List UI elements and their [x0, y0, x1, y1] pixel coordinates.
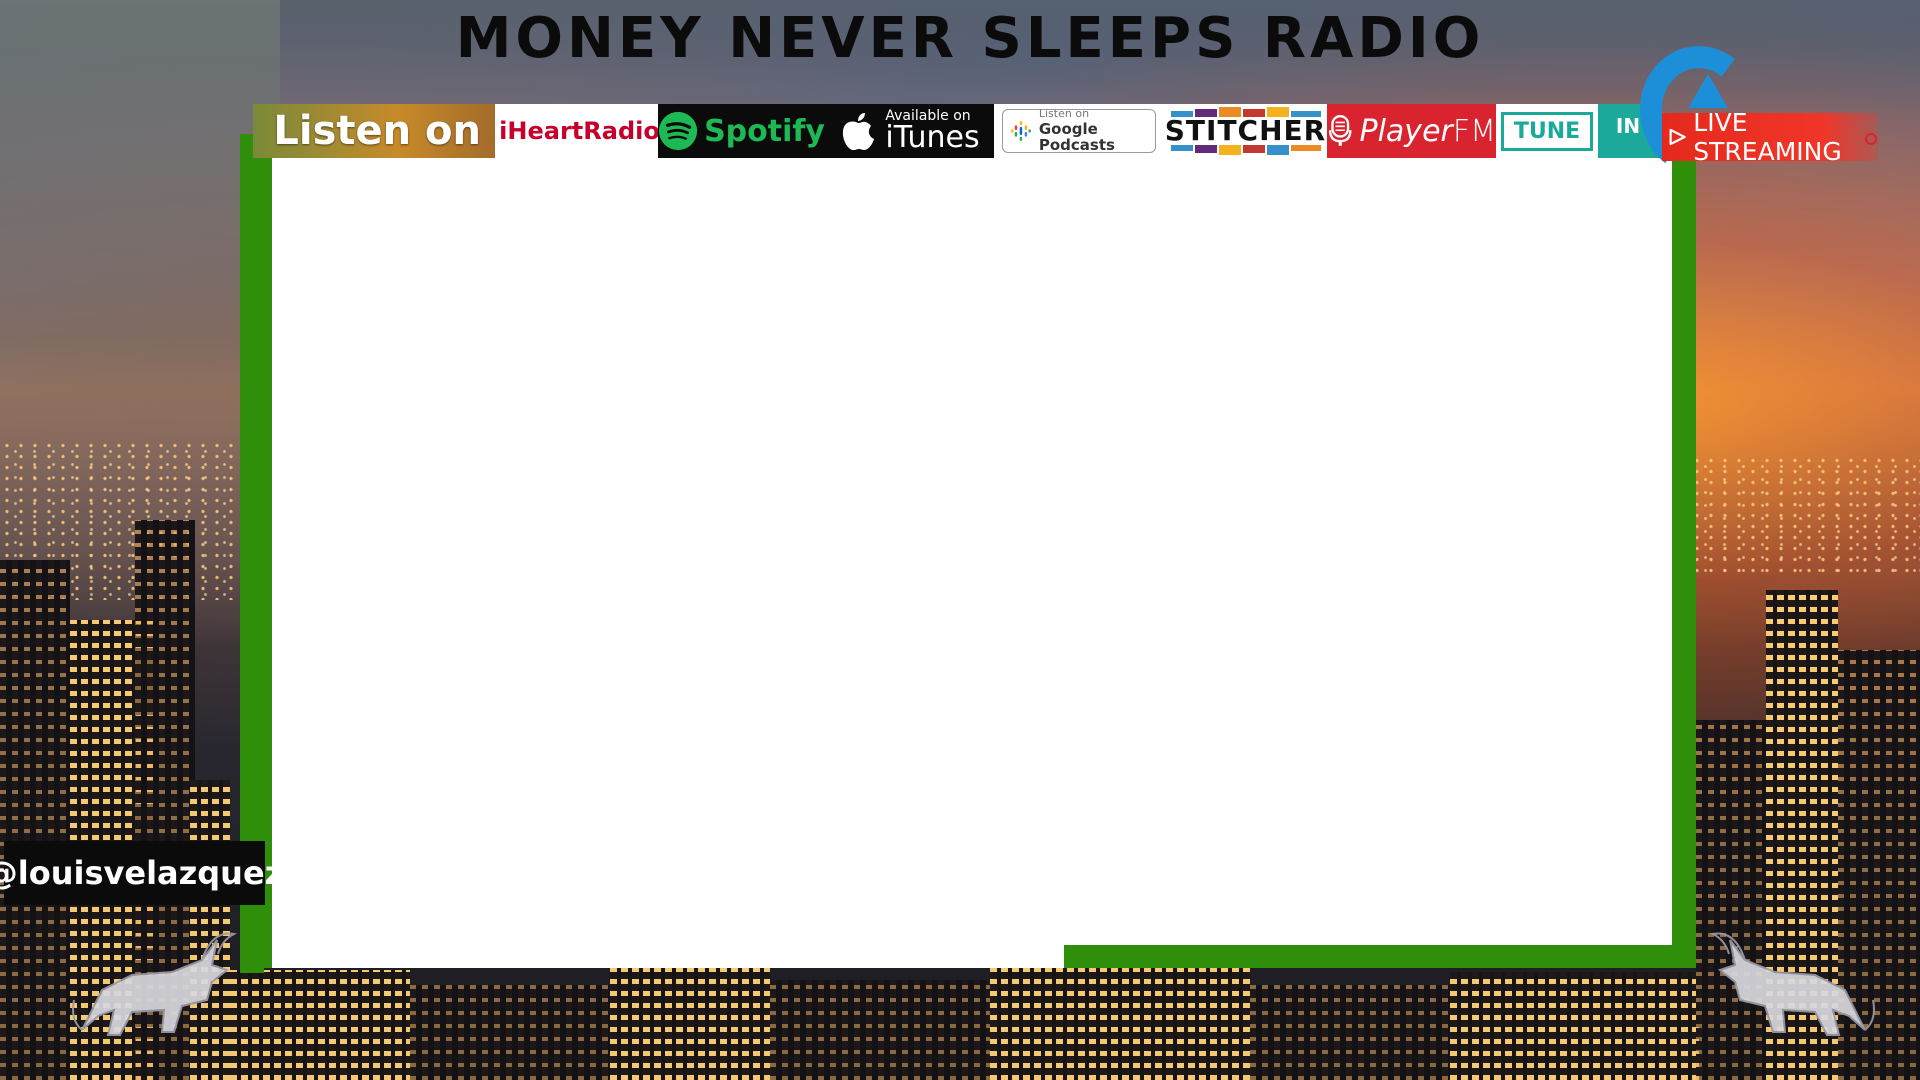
page-title: MONEY NEVER SLEEPS RADIO — [455, 6, 1485, 71]
itunes-caption: Available on — [885, 108, 971, 124]
platform-name-suffix: FM — [1452, 113, 1496, 149]
live-streaming-label: LIVE STREAMING — [1693, 108, 1842, 166]
google-podcasts-icon — [1011, 121, 1031, 141]
platform-tunein-suffix[interactable]: IN — [1598, 104, 1658, 158]
platform-name: iTunes — [885, 120, 980, 155]
bull-emblem-icon — [1709, 932, 1875, 1036]
platform-name: Google Podcasts — [1038, 119, 1115, 155]
building — [1696, 720, 1766, 1080]
building — [1250, 985, 1450, 1080]
platform-itunes[interactable]: Available on iTunes — [825, 104, 994, 158]
listen-on-label: Listen on — [253, 104, 495, 158]
spotify-icon — [658, 111, 698, 151]
building — [410, 985, 610, 1080]
platform-tunein[interactable]: TUNE — [1496, 104, 1598, 158]
stitcher-stripe — [1170, 145, 1321, 155]
platform-name: Spotify — [704, 113, 825, 149]
building — [0, 560, 70, 1080]
social-handle: @louisvelazquez — [0, 841, 283, 905]
city-lights-right — [1690, 455, 1920, 575]
apple-icon — [843, 113, 875, 151]
building — [1450, 972, 1700, 1080]
building — [230, 970, 410, 1080]
platform-name: iHeartRadio — [499, 117, 658, 145]
google-caption: Listen on — [1038, 107, 1090, 121]
listen-on-bar: Listen on iHeartRadio Spotify Available … — [253, 104, 1658, 158]
platform-name: TUNE — [1500, 111, 1594, 151]
stitcher-icon — [1170, 107, 1321, 117]
platform-iheartradio[interactable]: iHeartRadio — [495, 104, 658, 158]
sky-haze — [0, 0, 1920, 120]
building — [990, 968, 1250, 1080]
platform-stitcher[interactable]: STITCHER — [1164, 104, 1327, 158]
play-icon — [1669, 128, 1686, 146]
platform-spotify[interactable]: Spotify — [658, 104, 825, 158]
live-indicator-icon — [1865, 133, 1877, 145]
microphone-icon — [1328, 115, 1352, 146]
platform-name: STITCHER — [1164, 114, 1327, 147]
tunein-in-label: IN — [1615, 114, 1641, 138]
building — [610, 960, 770, 1080]
live-triangle-icon — [1688, 74, 1728, 108]
bull-emblem-icon — [72, 932, 238, 1036]
content-area — [272, 158, 1672, 945]
building — [190, 780, 230, 1080]
platform-name: Player — [1359, 113, 1453, 149]
building — [770, 980, 990, 1080]
platform-playerfm[interactable]: Player FM — [1327, 104, 1496, 158]
platform-google-podcasts[interactable]: Listen on Google Podcasts — [994, 104, 1164, 158]
live-streaming-button[interactable]: LIVE STREAMING — [1662, 108, 1878, 166]
frame-notch — [240, 945, 264, 973]
